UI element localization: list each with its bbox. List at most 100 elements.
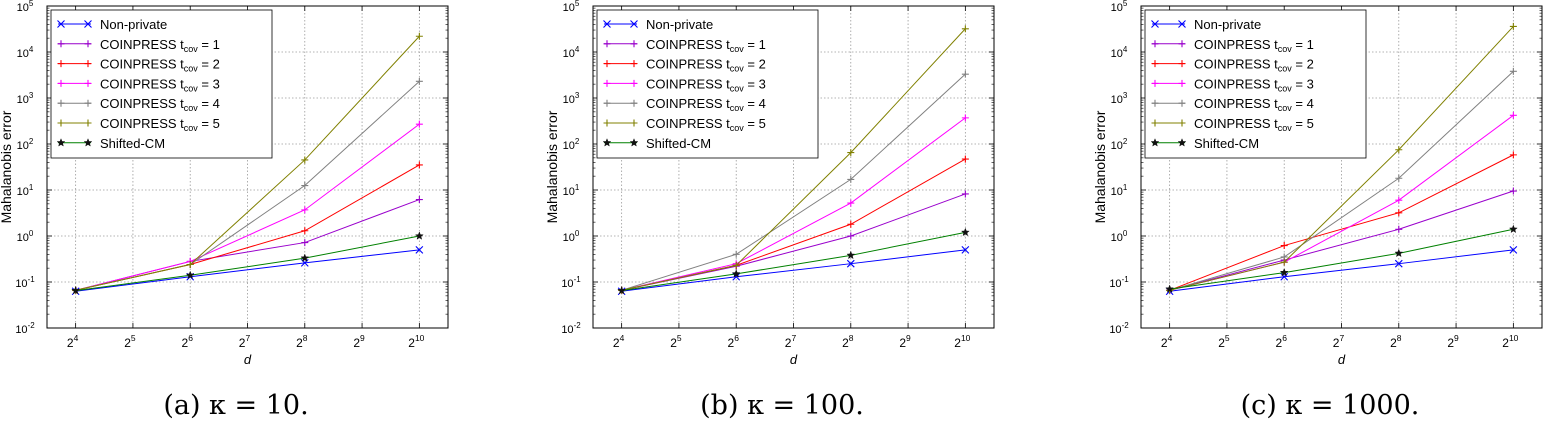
legend-marker (630, 119, 638, 127)
y-tick-base: 10 (1109, 324, 1121, 336)
data-point (961, 245, 970, 254)
data-point (961, 25, 969, 33)
data-point (415, 77, 423, 85)
x-tick-label: 24 (67, 333, 79, 350)
legend-label: COINPRESS tcov = 5 (100, 116, 220, 133)
x-tick-base: 2 (1390, 336, 1397, 350)
y-tick-label: 101 (563, 183, 580, 198)
legend-label-subscript: cov (730, 83, 745, 93)
x-tick-base: 2 (954, 336, 961, 350)
x-tick-exponent: 9 (906, 333, 911, 343)
x-tick-label: 26 (1276, 333, 1288, 350)
data-point (300, 253, 310, 262)
legend-marker (57, 20, 65, 28)
y-tick-exponent: 0 (29, 229, 34, 238)
x-tick-base: 2 (353, 336, 360, 350)
data-point (847, 220, 855, 228)
legend-marker (1178, 40, 1186, 48)
legend-marker (603, 40, 611, 48)
x-tick-label: 25 (124, 333, 136, 350)
legend-marker (1177, 138, 1187, 147)
x-tick-label: 24 (613, 333, 625, 350)
legend-label: COINPRESS tcov = 3 (100, 76, 220, 93)
legend-marker (84, 40, 92, 48)
y-tick-base: 10 (1111, 140, 1123, 152)
x-tick-base: 2 (785, 336, 792, 350)
series-line (621, 249, 966, 292)
x-tick-exponent: 5 (131, 333, 136, 343)
legend-label-subscript: cov (730, 64, 745, 74)
y-tick-exponent: 2 (29, 137, 34, 146)
axes-frame (46, 5, 449, 329)
y-tick-base: 10 (1109, 278, 1121, 290)
y-tick-label: 100 (17, 229, 34, 244)
legend-label-suffix: = 3 (198, 76, 220, 91)
y-tick-exponent: 2 (575, 137, 580, 146)
legend-label-text: COINPRESS t (100, 37, 184, 52)
x-tick-base: 2 (728, 336, 735, 350)
x-tick-base: 2 (408, 336, 415, 350)
y-tick-base: 10 (17, 48, 29, 60)
legend-label-suffix: = 1 (198, 37, 220, 52)
x-tick-exponent: 8 (1397, 333, 1402, 343)
legend-marker (603, 79, 611, 87)
chart-panel-2: 24 25 26 27 28 29 21010-210-110010110210310410… (544, 0, 995, 421)
y-tick-exponent: 3 (1123, 91, 1128, 100)
x-tick-exponent: 8 (303, 333, 308, 343)
legend-marker (1178, 119, 1186, 127)
legend-marker (1151, 60, 1159, 68)
legend-label-subscript: cov (184, 103, 199, 113)
y-tick-exponent: 3 (575, 91, 580, 100)
x-tick-exponent: 5 (677, 333, 682, 343)
x-tick-base: 2 (67, 336, 74, 350)
x-tick-base: 2 (670, 336, 677, 350)
legend-label: COINPRESS tcov = 5 (1194, 116, 1314, 133)
legend-label: Non-private (100, 17, 167, 32)
legend-marker (630, 40, 638, 48)
data-point (961, 190, 969, 198)
axes-frame (1140, 5, 1543, 329)
y-tick-label: 105 (1111, 0, 1128, 14)
legend-label-text: Shifted-CM (100, 136, 165, 151)
y-tick-exponent: 1 (575, 183, 580, 192)
x-tick-label: 27 (785, 333, 797, 350)
legend-marker (1178, 20, 1186, 28)
legend-label-suffix: = 4 (198, 96, 220, 111)
legend-label-text: Non-private (100, 17, 167, 32)
y-tick-exponent: 0 (575, 229, 580, 238)
y-tick-exponent: 0 (1123, 229, 1128, 238)
y-tick-label: 103 (1111, 91, 1128, 106)
y-tick-exponent: 1 (29, 183, 34, 192)
y-tick-exponent: 5 (1123, 0, 1128, 8)
data-point (415, 32, 423, 40)
legend-label-text: COINPRESS t (1194, 116, 1278, 131)
data-point (1165, 284, 1175, 293)
x-tick-label: 25 (670, 333, 682, 350)
x-tick-base: 2 (613, 336, 620, 350)
y-tick-label: 10-2 (15, 321, 35, 336)
data-point (961, 155, 969, 163)
legend-label: Shifted-CM (1194, 136, 1259, 151)
data-point (1394, 248, 1404, 258)
y-tick-base: 10 (1111, 94, 1123, 106)
series-line (1169, 26, 1514, 291)
y-tick-exponent: 3 (29, 91, 34, 100)
x-tick-label: 28 (842, 333, 854, 350)
data-point (301, 239, 309, 247)
data-point (1509, 245, 1518, 254)
y-tick-base: 10 (563, 2, 575, 14)
legend-label: COINPRESS tcov = 1 (100, 37, 220, 54)
y-tick-label: 101 (17, 183, 34, 198)
x-tick-label: 24 (1161, 333, 1173, 350)
x-tick-label: 26 (728, 333, 740, 350)
legend-marker (57, 79, 65, 87)
legend-marker (1151, 79, 1159, 87)
legend-marker (1151, 20, 1159, 28)
legend-label-subscript: cov (1278, 44, 1293, 54)
legend-label-suffix: = 4 (1292, 96, 1314, 111)
legend-marker (1178, 99, 1186, 107)
y-tick-exponent: -2 (28, 321, 36, 330)
series-line (1169, 190, 1514, 291)
legend-label-text: COINPRESS t (100, 76, 184, 91)
legend-label-text: COINPRESS t (100, 96, 184, 111)
